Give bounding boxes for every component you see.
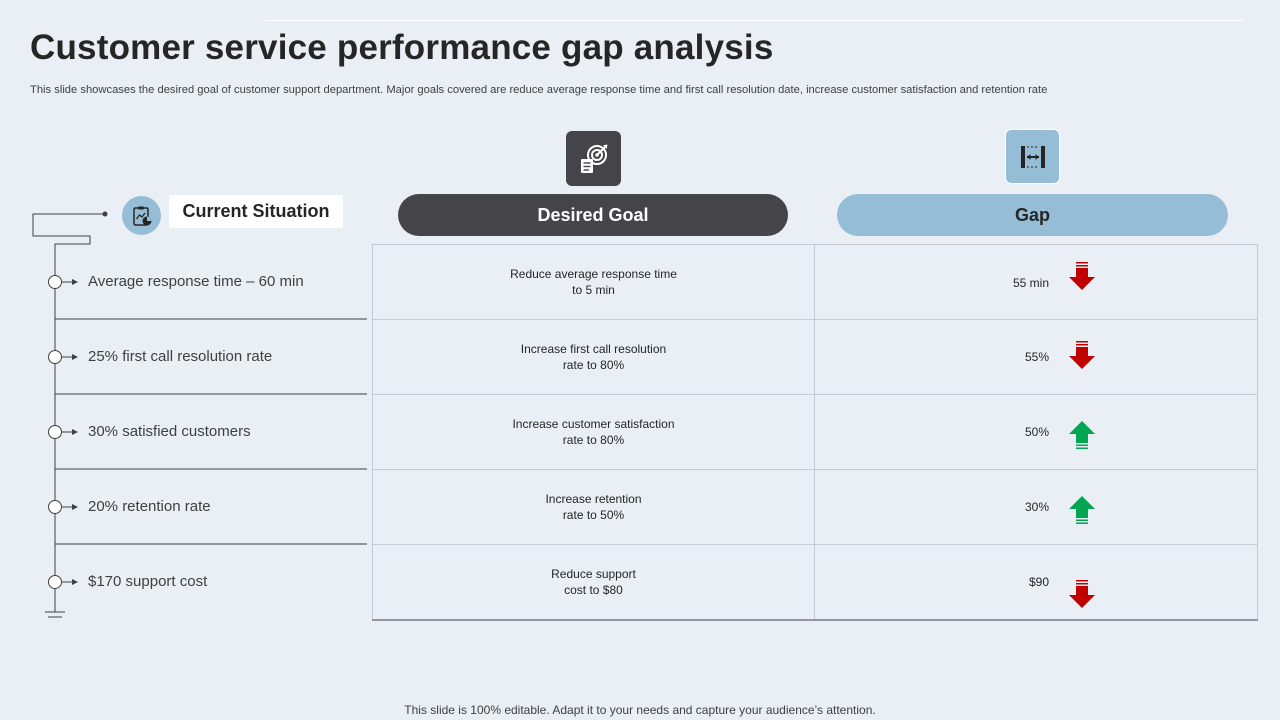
goal-cell: Increase first call resolution rate to 8… <box>372 320 815 394</box>
current-situation-header: Current Situation <box>169 195 343 228</box>
current-situation-label: Current Situation <box>182 201 330 221</box>
current-item-retention-rate: 20% retention rate <box>88 498 211 515</box>
gap-cell: $90 <box>815 545 1258 619</box>
gap-cell: 55 min <box>815 245 1258 319</box>
top-divider <box>266 20 1244 21</box>
arrow-up-icon <box>1069 496 1095 524</box>
gap-cell: 50% <box>815 395 1258 469</box>
arrow-down-icon <box>1069 262 1095 290</box>
goal-cell: Increase customer satisfaction rate to 8… <box>372 395 815 469</box>
timeline-node <box>48 575 78 589</box>
footer-note: This slide is 100% editable. Adapt it to… <box>404 703 876 717</box>
goal-cell: Reduce support cost to $80 <box>372 545 815 619</box>
table-row: Reduce average response time to 5 min 55… <box>372 245 1258 320</box>
desired-goal-label: Desired Goal <box>537 204 649 225</box>
gap-label: Gap <box>1014 204 1050 225</box>
goal-cell: Increase retention rate to 50% <box>372 470 815 544</box>
gap-measure-icon <box>1005 129 1060 184</box>
gap-header: Gap <box>837 194 1228 236</box>
clipboard-chart-icon <box>122 196 161 235</box>
gap-cell: 30% <box>815 470 1258 544</box>
target-icon <box>566 131 621 186</box>
current-item-response-time: Average response time – 60 min <box>88 273 304 290</box>
gap-value: 30% <box>1024 500 1049 514</box>
arrow-down-icon <box>1069 580 1095 608</box>
gap-cell: 55% <box>815 320 1258 394</box>
current-item-satisfied-customers: 30% satisfied customers <box>88 423 251 440</box>
timeline-node <box>48 425 78 439</box>
timeline-node <box>48 500 78 514</box>
current-item-support-cost: $170 support cost <box>88 573 208 590</box>
page-subtitle: This slide showcases the desired goal of… <box>30 84 1048 96</box>
page-title: Customer service performance gap analysi… <box>30 28 774 67</box>
goal-gap-table: Reduce average response time to 5 min 55… <box>372 244 1258 621</box>
gap-value: $90 <box>1028 575 1049 589</box>
timeline-node <box>48 275 78 289</box>
table-row: Increase customer satisfaction rate to 8… <box>372 395 1258 470</box>
timeline-node <box>48 350 78 364</box>
table-row: Increase first call resolution rate to 8… <box>372 320 1258 395</box>
goal-cell: Reduce average response time to 5 min <box>372 245 815 319</box>
gap-value: 55 min <box>1012 276 1049 290</box>
table-row: Increase retention rate to 50% 30% <box>372 470 1258 545</box>
gap-value: 50% <box>1024 425 1049 439</box>
desired-goal-header: Desired Goal <box>398 194 788 236</box>
table-row: Reduce support cost to $80 $90 <box>372 545 1258 621</box>
current-item-first-call-resolution: 25% first call resolution rate <box>88 348 273 365</box>
arrow-down-icon <box>1069 341 1095 369</box>
gap-value: 55% <box>1024 350 1049 364</box>
arrow-up-icon <box>1069 421 1095 449</box>
